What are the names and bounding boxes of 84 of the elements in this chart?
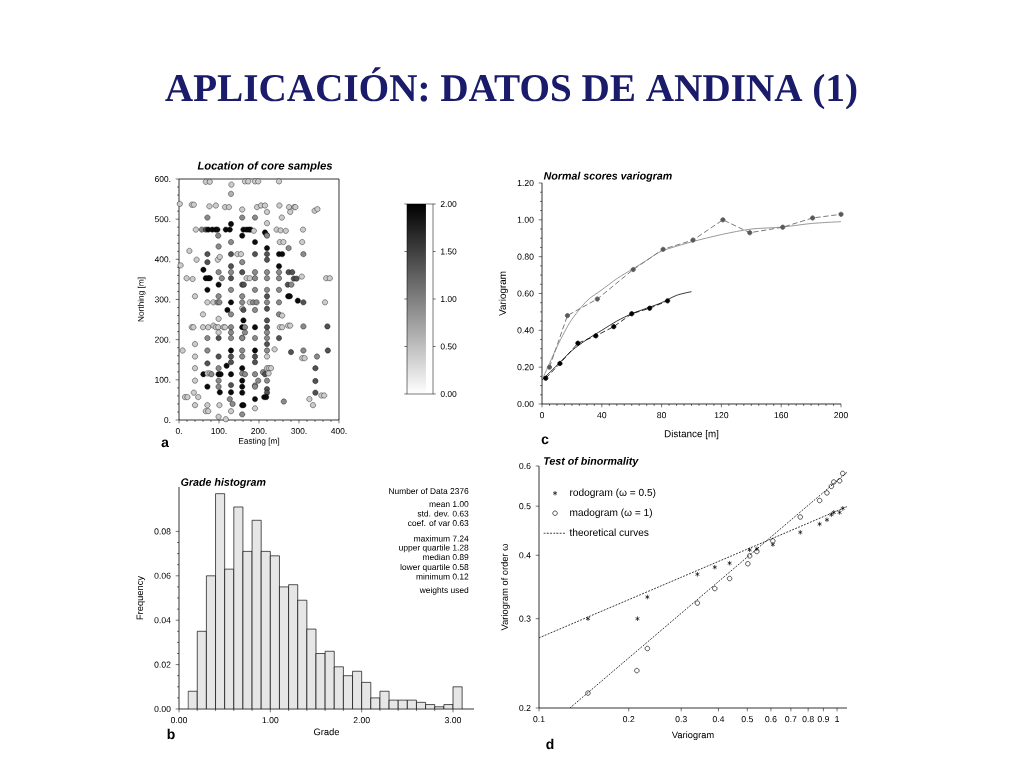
y-tick-label: 300. — [154, 296, 171, 303]
x-tick-label: 160 — [774, 412, 789, 419]
text: b — [167, 728, 175, 740]
x-tick-label: 2.00 — [353, 717, 370, 724]
annotation: mean 1.00 — [429, 501, 469, 508]
x-axis-title: Easting [m] — [239, 437, 280, 446]
chart-title: Normal scores variogram — [543, 171, 672, 182]
y-tick-label: 400. — [154, 256, 171, 263]
y-tick-label: 0.00 — [154, 705, 171, 713]
y-tick-label: 0.5 — [519, 503, 531, 510]
legend-label: madogram (ω = 1) — [570, 508, 652, 519]
x-tick-label: 0. — [175, 428, 182, 434]
x-tick-label: 0.7 — [785, 716, 797, 723]
x-tick-label: 300. — [291, 428, 307, 434]
text: a — [161, 439, 169, 448]
y-tick-label: 0.40 — [517, 327, 534, 334]
legend-label: rodogram (ω = 0.5) — [570, 488, 656, 498]
annotation: weights used — [419, 586, 469, 595]
color-bar-label: 0.50 — [440, 343, 457, 350]
legend-label: theoretical curves — [569, 528, 649, 537]
y-axis-title: Variogram of order ω — [501, 543, 510, 631]
y-axis-title: Variogram — [498, 271, 508, 316]
y-tick-label: 0. — [164, 417, 171, 423]
y-tick-label: 600. — [155, 176, 171, 182]
annotation: std. dev. 0.63 — [417, 510, 469, 517]
y-tick-label: 0.08 — [154, 528, 171, 535]
y-tick-label: 0.04 — [154, 617, 171, 624]
y-tick-label: 200. — [155, 336, 171, 343]
color-bar-label: 0.00 — [440, 391, 457, 397]
x-tick-label: 0.3 — [675, 716, 687, 723]
x-tick-label: 0.00 — [170, 717, 188, 724]
x-tick-label: 0.4 — [712, 716, 725, 723]
color-bar-label: 2.00 — [440, 201, 457, 207]
annotation: coef. of var 0.63 — [408, 519, 469, 527]
text: APLICACIÓN: DATOS DE ANDINA (1) — [165, 67, 857, 110]
chart-title: Location of core samples — [197, 161, 333, 172]
y-tick-label: 1.20 — [517, 179, 534, 187]
x-tick-label: 80 — [657, 412, 667, 419]
x-tick-label: 0.1 — [533, 716, 545, 723]
x-tick-label: 1.00 — [262, 717, 279, 724]
x-axis-title: Distance [m] — [664, 429, 719, 440]
y-tick-label: 0.60 — [517, 290, 534, 297]
color-bar-label: 1.50 — [441, 248, 457, 255]
x-tick-label: 200 — [834, 412, 848, 419]
x-tick-label: 120 — [714, 412, 729, 419]
text: d — [546, 738, 554, 750]
y-tick-label: 1.00 — [517, 216, 534, 223]
x-tick-label: 200. — [251, 428, 267, 434]
y-tick-label: 0.80 — [517, 253, 534, 260]
annotation: maximum 7.24 — [414, 535, 469, 542]
annotation: lower quartile 0.58 — [400, 563, 469, 572]
x-tick-label: 100. — [211, 428, 227, 434]
x-tick-label: 40 — [597, 412, 607, 419]
x-tick-label: 0.6 — [765, 716, 777, 723]
y-tick-label: 0.00 — [517, 400, 534, 408]
text: c — [541, 436, 549, 445]
y-tick-label: 500. — [154, 216, 171, 223]
y-tick-label: 0.02 — [154, 661, 171, 668]
color-bar-label: 1.00 — [441, 296, 457, 302]
y-tick-label: 0.20 — [517, 364, 534, 371]
x-tick-label: 0.8 — [802, 716, 814, 723]
x-tick-label: 1 — [835, 716, 840, 722]
chart-title: Grade histogram — [181, 478, 266, 489]
y-tick-label: 0.6 — [519, 462, 531, 470]
y-tick-label: 0.4 — [519, 552, 531, 559]
chart-title: Test of binormality — [544, 456, 639, 467]
annotation: Number of Data 2376 — [389, 487, 469, 495]
x-tick-label: 0.9 — [817, 716, 830, 723]
y-axis-title: Northing [m] — [137, 277, 146, 322]
x-tick-label: 400. — [331, 428, 347, 434]
y-tick-label: 0.2 — [519, 704, 531, 712]
y-tick-label: 0.3 — [519, 615, 531, 622]
annotation: median 0.89 — [423, 553, 469, 561]
y-tick-label: 100. — [155, 376, 171, 383]
annotation: upper quartile 1.28 — [399, 544, 469, 553]
y-tick-label: 0.06 — [154, 572, 171, 579]
y-axis-title: Frequency — [136, 575, 145, 620]
annotation: minimum 0.12 — [416, 573, 469, 580]
x-tick-label: 0.5 — [741, 716, 753, 723]
x-axis-title: Variogram — [671, 731, 714, 741]
x-axis-title: Grade — [313, 728, 340, 736]
x-tick-label: 0 — [539, 412, 545, 419]
x-tick-label: 0.2 — [623, 716, 635, 723]
x-tick-label: 3.00 — [444, 717, 462, 724]
